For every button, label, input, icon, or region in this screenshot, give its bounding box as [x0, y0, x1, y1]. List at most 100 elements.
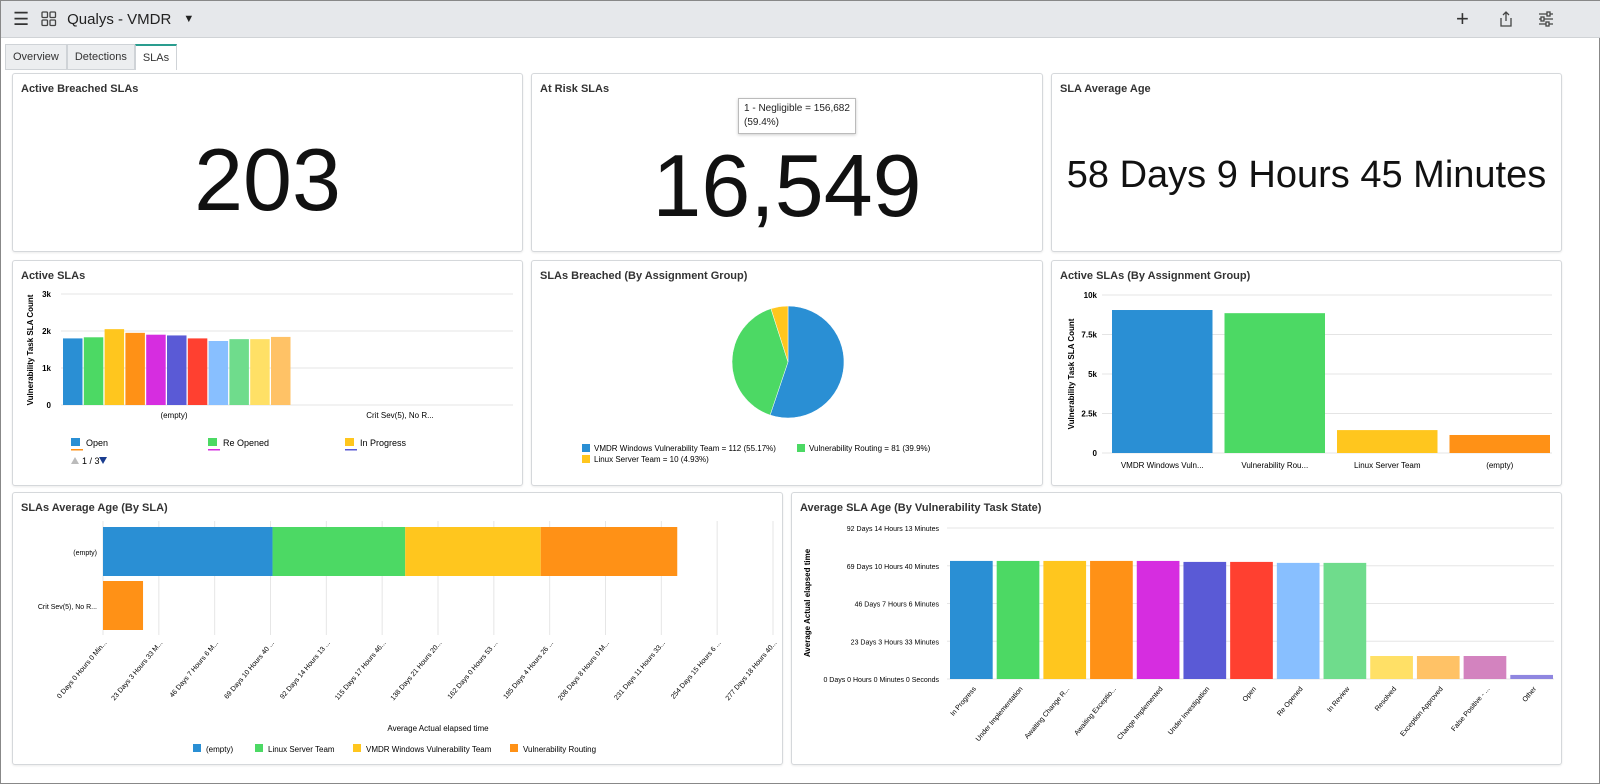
pie-slice[interactable] — [731, 308, 789, 416]
legend-swatch — [208, 438, 217, 446]
bar[interactable] — [63, 338, 83, 405]
tab-slas[interactable]: SLAs — [134, 44, 178, 70]
x-tick-label: 254 Days 15 Hours 6 ... — [670, 640, 723, 701]
card-title: SLAs Average Age (By SLA) — [21, 502, 168, 514]
x-tick-label: Linux Server Team — [1354, 461, 1421, 470]
bar[interactable] — [103, 527, 273, 576]
legend-label: In Progress — [360, 438, 407, 448]
bar[interactable] — [1323, 562, 1367, 679]
bar[interactable] — [1449, 434, 1551, 453]
legend-label: Re Opened — [223, 438, 269, 448]
tab-overview[interactable]: Overview — [5, 44, 67, 70]
bar[interactable] — [1043, 560, 1087, 679]
x-tick-label: 277 Days 18 Hours 40... — [725, 640, 779, 702]
caret-down-icon[interactable]: ▼ — [183, 13, 195, 25]
x-tick-label: Re Opened — [1276, 686, 1304, 718]
pie-slice[interactable] — [770, 305, 789, 363]
at-risk-value[interactable]: 16,549 — [652, 136, 922, 235]
x-tick-label: Crit Sev(5), No R... — [366, 411, 434, 420]
legend-label: VMDR Windows Vulnerability Team — [366, 745, 492, 754]
card-title: Average SLA Age (By Vulnerability Task S… — [800, 502, 1042, 514]
slas-average-age-chart: 0 Days 0 Hours 0 Min... 23 Days 3 Hours 3… — [38, 521, 779, 754]
bar[interactable] — [125, 332, 145, 405]
bar[interactable] — [1416, 656, 1460, 679]
share-icon[interactable] — [1499, 11, 1513, 27]
sliders-icon[interactable] — [1538, 11, 1554, 27]
x-tick-label: 208 Days 8 Hours 0 M... — [557, 640, 611, 702]
bar[interactable] — [1136, 560, 1180, 679]
legend-swatch — [193, 744, 201, 752]
pie-slice[interactable] — [769, 305, 845, 419]
x-tick-label: 162 Days 0 Hours 53 ... — [447, 640, 500, 701]
tooltip-line: 1 - Negligible = 156,682 — [744, 103, 850, 114]
bar[interactable] — [167, 335, 187, 405]
active-slas-by-group-chart: 0 2.5k 5k 7.5k 10k Vulnerability Task SLA Cou… — [1067, 291, 1552, 470]
bar[interactable] — [1230, 561, 1273, 679]
bar[interactable] — [103, 581, 144, 630]
bar[interactable] — [1183, 561, 1227, 679]
average-sla-age-by-state-chart: 0 Days 0 Hours 0 Minutes 0 Seconds 23 Day… — [803, 526, 1554, 743]
y-tick-label: 0 Days 0 Hours 0 Minutes 0 Seconds — [823, 677, 939, 684]
y-tick-label: 92 Days 14 Hours 13 Minutes — [847, 526, 940, 533]
dashboard-title[interactable]: Qualys - VMDR — [67, 10, 172, 28]
card-average-sla-age-by-state: Average SLA Age (By Vulnerability Task S… — [791, 492, 1562, 765]
plus-icon[interactable]: + — [1456, 6, 1469, 31]
legend-swatch — [208, 449, 220, 451]
bar[interactable] — [1463, 656, 1507, 679]
x-tick-label: Vulnerability Rou... — [1241, 461, 1308, 470]
x-tick-label: In Review — [1326, 685, 1352, 714]
x-tick-label: 0 Days 0 Hours 0 Min... — [56, 640, 108, 701]
x-tick-label: Awaiting Exceptio... — [1073, 686, 1118, 737]
bar[interactable] — [1510, 674, 1553, 679]
bar[interactable] — [272, 527, 406, 576]
x-tick-label: 115 Days 17 Hours 46... — [334, 640, 388, 702]
bar[interactable] — [405, 527, 541, 576]
bar[interactable] — [950, 560, 993, 679]
bar[interactable] — [1337, 430, 1438, 453]
bar[interactable] — [1112, 310, 1213, 453]
bar[interactable] — [146, 334, 166, 405]
x-tick-label: Other — [1522, 685, 1539, 703]
card-title: Active Breached SLAs — [21, 83, 139, 95]
bar[interactable] — [996, 560, 1040, 679]
grid-icon[interactable] — [41, 11, 57, 27]
card-title: Active SLAs — [21, 270, 86, 282]
bar[interactable] — [540, 527, 678, 576]
card-active-slas: Active SLAs 0 1k 2k 3k Vulnerability Task SL… — [12, 260, 523, 486]
card-active-breached-slas: Active Breached SLAs 203 — [12, 73, 523, 252]
legend-label: VMDR Windows Vulnerability Team = 112 (5… — [594, 444, 776, 453]
bar[interactable] — [250, 339, 270, 405]
bar[interactable] — [1224, 313, 1326, 453]
y-tick-label: 0 — [47, 401, 52, 410]
bar[interactable] — [1370, 656, 1413, 679]
x-tick-label: VMDR Windows Vuln... — [1121, 461, 1204, 470]
x-tick-label: Exception Approved — [1399, 686, 1444, 738]
active-breached-value[interactable]: 203 — [194, 130, 341, 229]
bar[interactable] — [271, 336, 291, 405]
x-tick-label: 185 Days 4 Hours 26 ... — [503, 640, 556, 701]
bar[interactable] — [208, 340, 229, 405]
bar[interactable] — [229, 339, 249, 405]
y-tick-label: 46 Days 7 Hours 6 Minutes — [855, 602, 940, 609]
x-tick-label: (empty) — [160, 411, 187, 420]
tab-detections[interactable]: Detections — [66, 44, 135, 70]
bar[interactable] — [1090, 560, 1133, 679]
x-tick-label: Change Implemented — [1116, 686, 1164, 742]
bar[interactable] — [104, 329, 125, 405]
legend-label: (empty) — [206, 745, 233, 754]
tab-bar: Overview Detections SLAs — [5, 44, 178, 70]
bar[interactable] — [187, 338, 208, 405]
y-tick-label: 0 — [1093, 449, 1098, 458]
x-tick-label: Under Implementation — [975, 686, 1025, 743]
y-tick-label: 3k — [42, 290, 51, 299]
sla-average-age-value[interactable]: 58 Days 9 Hours 45 Minutes — [1066, 154, 1547, 196]
legend-swatch — [345, 449, 357, 451]
menu-icon[interactable]: ☰ — [13, 8, 30, 29]
legend-swatch — [71, 438, 80, 446]
legend-label: Linux Server Team — [268, 745, 335, 754]
x-tick-label: In Progress — [950, 685, 979, 717]
y-tick-label: Crit Sev(5), No R... — [38, 604, 97, 611]
y-axis-label: Vulnerability Task SLA Count — [26, 294, 35, 405]
bar[interactable] — [83, 337, 104, 405]
bar[interactable] — [1276, 562, 1320, 679]
